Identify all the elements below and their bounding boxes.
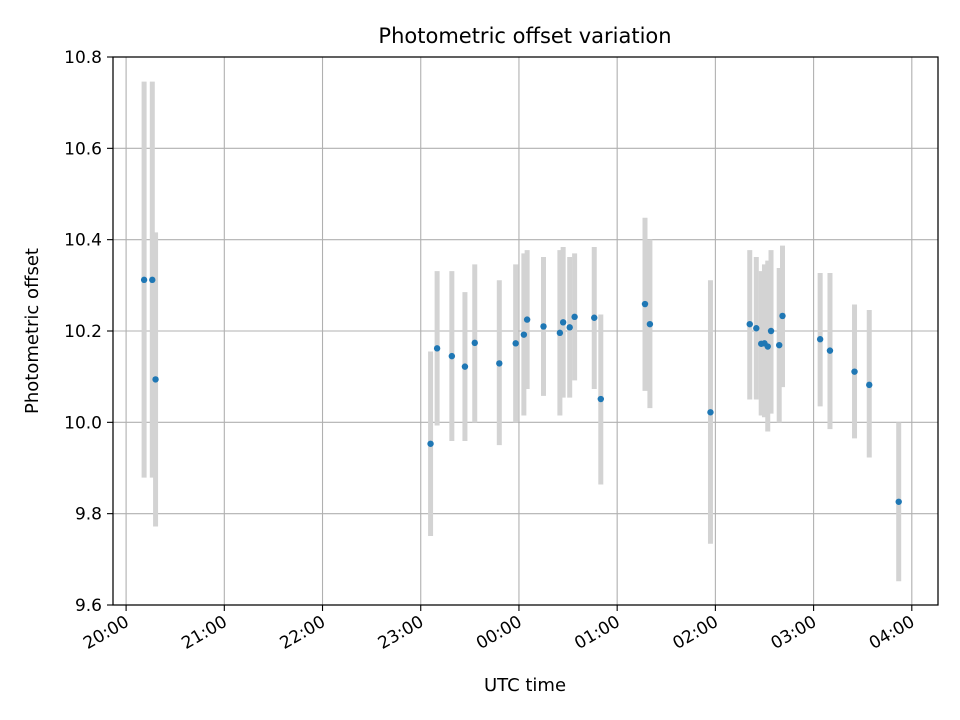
y-tick-label: 9.6 (75, 596, 102, 616)
data-point (448, 352, 456, 360)
data-point (707, 409, 714, 416)
y-tick-label: 10.4 (64, 231, 102, 251)
y-tick-label: 10.8 (64, 48, 102, 68)
y-tick-label: 10.0 (64, 413, 102, 433)
data-points (140, 276, 902, 505)
data-point (776, 341, 783, 349)
chart-title: Photometric offset variation (378, 24, 671, 48)
data-point (816, 336, 824, 343)
x-tick-label: 21:00 (178, 612, 230, 654)
x-tick-label: 03:00 (768, 612, 820, 654)
data-point (520, 331, 528, 338)
data-point (149, 276, 156, 284)
x-tick-label: 00:00 (473, 612, 525, 654)
data-point (851, 368, 858, 375)
x-tick-label: 22:00 (277, 612, 329, 654)
data-point (779, 312, 786, 320)
data-point (826, 347, 834, 354)
data-point (895, 498, 902, 505)
data-point (753, 325, 760, 332)
data-point (559, 319, 567, 326)
data-point (152, 376, 159, 383)
data-point (512, 340, 519, 347)
x-tick-label: 01:00 (571, 612, 623, 654)
data-point (746, 320, 753, 328)
y-axis-label: Photometric offset (22, 248, 43, 414)
x-tick-label: 04:00 (866, 612, 918, 654)
y-tick-label: 9.8 (75, 505, 102, 525)
y-tick-label: 10.6 (64, 139, 102, 159)
data-point (523, 316, 531, 323)
data-point (571, 313, 578, 321)
y-axis-ticks: 9.6 9.8 10.0 10.2 10.4 10.6 10.8 (64, 48, 113, 616)
data-point (597, 395, 604, 403)
data-point (427, 440, 434, 447)
x-tick-label: 23:00 (375, 612, 427, 654)
data-point (866, 381, 873, 389)
data-point (540, 323, 547, 330)
data-point (471, 339, 478, 347)
data-point (496, 360, 503, 367)
y-tick-label: 10.2 (64, 322, 102, 342)
data-point (591, 314, 598, 321)
data-point (556, 329, 564, 337)
x-axis-ticks: 20:00 21:00 22:00 23:00 00:00 01:00 02:00 03:00… (80, 605, 918, 654)
data-point (140, 276, 148, 284)
x-tick-label: 20:00 (80, 612, 132, 654)
x-axis-label: UTC time (484, 675, 566, 696)
x-tick-label: 02:00 (669, 612, 721, 654)
data-point (641, 300, 649, 308)
data-point (461, 363, 469, 370)
data-point (646, 320, 654, 328)
data-point (767, 327, 775, 335)
data-point (764, 343, 771, 350)
data-point (566, 324, 573, 331)
data-point (433, 345, 441, 352)
